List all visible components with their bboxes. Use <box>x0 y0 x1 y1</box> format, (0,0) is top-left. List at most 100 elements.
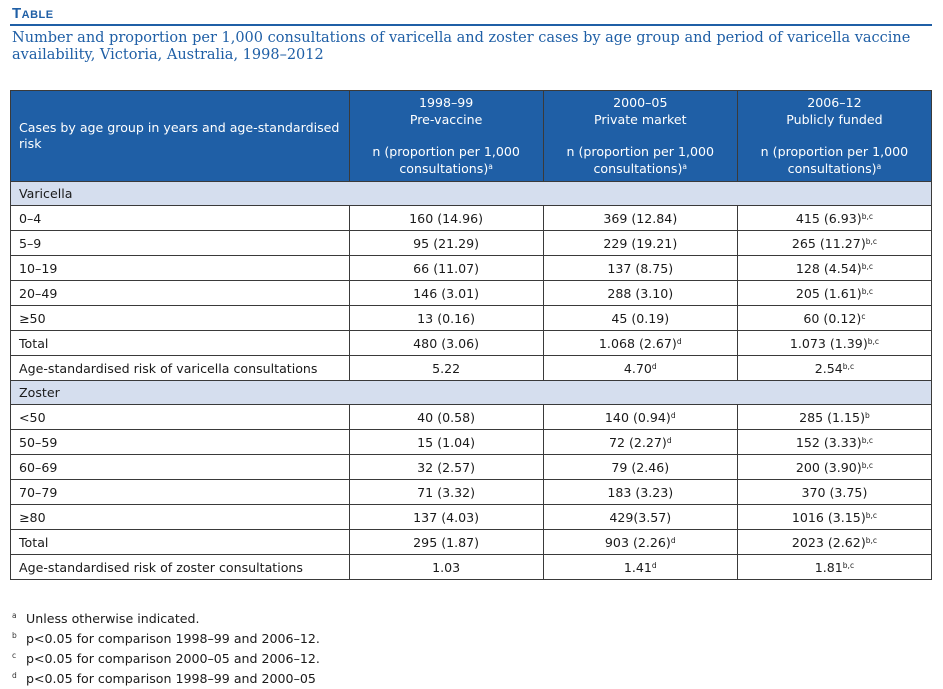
footnote: c p<0.05 for comparison 2000–05 and 2006–… <box>12 649 320 669</box>
value-cell: 160 (14.96) <box>348 205 544 231</box>
value-cell: 137 (8.75) <box>542 255 738 281</box>
footnote-ref: a <box>682 161 688 171</box>
value-cell: 903 (2.26)d <box>542 529 738 555</box>
value-cell: 285 (1.15)b <box>736 404 933 430</box>
cell-value: 1.03 <box>432 559 461 575</box>
value-cell: 128 (4.54)b,c <box>736 255 933 281</box>
value-cell: 40 (0.58) <box>348 404 544 430</box>
value-cell: 1.81b,c <box>736 554 933 580</box>
value-cell: 229 (19.21) <box>542 230 738 256</box>
table-row: 10–19 66 (11.07) 137 (8.75) 128 (4.54)b,c <box>10 255 933 281</box>
cell-value: 2023 (2.62) <box>791 534 866 550</box>
row-label: 5–9 <box>10 230 350 256</box>
row-label: ≥50 <box>10 305 350 331</box>
section-row: Zoster <box>10 380 932 405</box>
row-label: Age-standardised risk of zoster consulta… <box>10 554 350 580</box>
table-body: Varicella 0–4 160 (14.96) 369 (12.84) 415 (6… <box>10 181 933 580</box>
header-n-label: n (proportion per 1,000 consultations) <box>760 144 909 176</box>
row-label: 10–19 <box>10 255 350 281</box>
value-cell: 265 (11.27)b,c <box>736 230 933 256</box>
row-label: Total <box>10 529 350 555</box>
value-cell: 13 (0.16) <box>348 305 544 331</box>
cell-value: 295 (1.87) <box>413 534 480 550</box>
cell-value: 137 (8.75) <box>607 260 674 276</box>
footnote-ref: d <box>670 410 676 420</box>
cell-value: 480 (3.06) <box>413 335 480 351</box>
value-cell: 15 (1.04) <box>348 429 544 455</box>
footnote-mark: c <box>12 651 17 660</box>
cell-value: 5.22 <box>432 360 461 376</box>
row-label: <50 <box>10 404 350 430</box>
cell-value: 140 (0.94) <box>604 409 671 425</box>
cell-value: 128 (4.54) <box>795 260 862 276</box>
value-cell: 79 (2.46) <box>542 454 738 480</box>
cell-value: 183 (3.23) <box>607 484 674 500</box>
value-cell: 140 (0.94)d <box>542 404 738 430</box>
cell-value: 40 (0.58) <box>417 409 476 425</box>
section-title: Zoster <box>10 380 932 405</box>
row-label: Total <box>10 330 350 356</box>
table-row: 0–4 160 (14.96) 369 (12.84) 415 (6.93)b,c <box>10 205 933 231</box>
header-status: Pre-vaccine <box>409 111 483 127</box>
value-cell: 295 (1.87) <box>348 529 544 555</box>
section-title: Varicella <box>10 181 932 206</box>
value-cell: 152 (3.33)b,c <box>736 429 933 455</box>
cell-value: 903 (2.26) <box>604 534 671 550</box>
cell-value: 1.068 (2.67) <box>598 335 677 351</box>
table-row: Total 295 (1.87) 903 (2.26)d 2023 (2.62)b,c <box>10 529 933 555</box>
table-row: 60–69 32 (2.57) 79 (2.46) 200 (3.90)b,c <box>10 454 933 480</box>
cell-value: 66 (11.07) <box>413 260 480 276</box>
value-cell: 2.54b,c <box>736 355 933 381</box>
cell-value: 285 (1.15) <box>799 409 865 425</box>
value-cell: 5.22 <box>348 355 544 381</box>
row-label: Age-standardised risk of varicella consu… <box>10 355 350 381</box>
cell-value: 205 (1.61) <box>795 285 862 301</box>
value-cell: 415 (6.93)b,c <box>736 205 933 231</box>
table-row: ≥50 13 (0.16) 45 (0.19) 60 (0.12)c <box>10 305 933 331</box>
cell-value: 265 (11.27) <box>791 235 866 251</box>
footnote-ref: b,c <box>861 286 874 296</box>
footnote-ref: d <box>666 435 672 445</box>
value-cell: 66 (11.07) <box>348 255 544 281</box>
value-cell: 369 (12.84) <box>542 205 738 231</box>
table-row: Age-standardised risk of zoster consulta… <box>10 554 933 580</box>
header-status: Private market <box>593 111 687 127</box>
footnote: a Unless otherwise indicated. <box>12 609 320 629</box>
header-n-label: n (proportion per 1,000 consultations) <box>372 144 520 176</box>
footnote-mark: b <box>12 631 17 640</box>
footnote: d p<0.05 for comparison 1998–99 and 2000–… <box>12 669 320 689</box>
cell-value: 160 (14.96) <box>409 210 484 226</box>
value-cell: 1.03 <box>348 554 544 580</box>
row-label: 60–69 <box>10 454 350 480</box>
cell-value: 1.41 <box>623 559 652 575</box>
value-cell: 1016 (3.15)b,c <box>736 504 933 530</box>
header-period: 2000–05 <box>613 95 668 110</box>
value-cell: 200 (3.90)b,c <box>736 454 933 480</box>
row-label: 50–59 <box>10 429 350 455</box>
title-rule <box>10 24 932 26</box>
value-cell: 480 (3.06) <box>348 330 544 356</box>
footnote-ref: b,c <box>861 261 874 271</box>
cell-value: 229 (19.21) <box>603 235 678 251</box>
value-cell: 1.068 (2.67)d <box>542 330 738 356</box>
cell-value: 32 (2.57) <box>417 459 476 475</box>
footnote-ref: a <box>876 161 882 171</box>
cell-value: 146 (3.01) <box>413 285 480 301</box>
row-label: 70–79 <box>10 479 350 505</box>
footnote-ref: b,c <box>867 336 880 346</box>
header-period: 2006–12 <box>807 95 862 110</box>
data-table: Cases by age group in years and age-stan… <box>10 90 933 580</box>
header-col-1998: 1998–99 Pre-vaccine n (proportion per 1,… <box>348 90 544 182</box>
footnote-ref: b,c <box>865 510 878 520</box>
footnote-ref: a <box>488 161 493 171</box>
value-cell: 183 (3.23) <box>542 479 738 505</box>
table-label: Table <box>12 5 54 22</box>
cell-value: 71 (3.32) <box>417 484 476 500</box>
footnote-ref: b,c <box>861 211 874 221</box>
footnote-ref: d <box>651 560 657 570</box>
cell-value: 1.073 (1.39) <box>789 335 868 351</box>
cell-value: 13 (0.16) <box>417 310 476 326</box>
cell-value: 429(3.57) <box>609 509 672 525</box>
header-period: 1998–99 <box>418 95 474 110</box>
cell-value: 2.54 <box>814 360 843 376</box>
